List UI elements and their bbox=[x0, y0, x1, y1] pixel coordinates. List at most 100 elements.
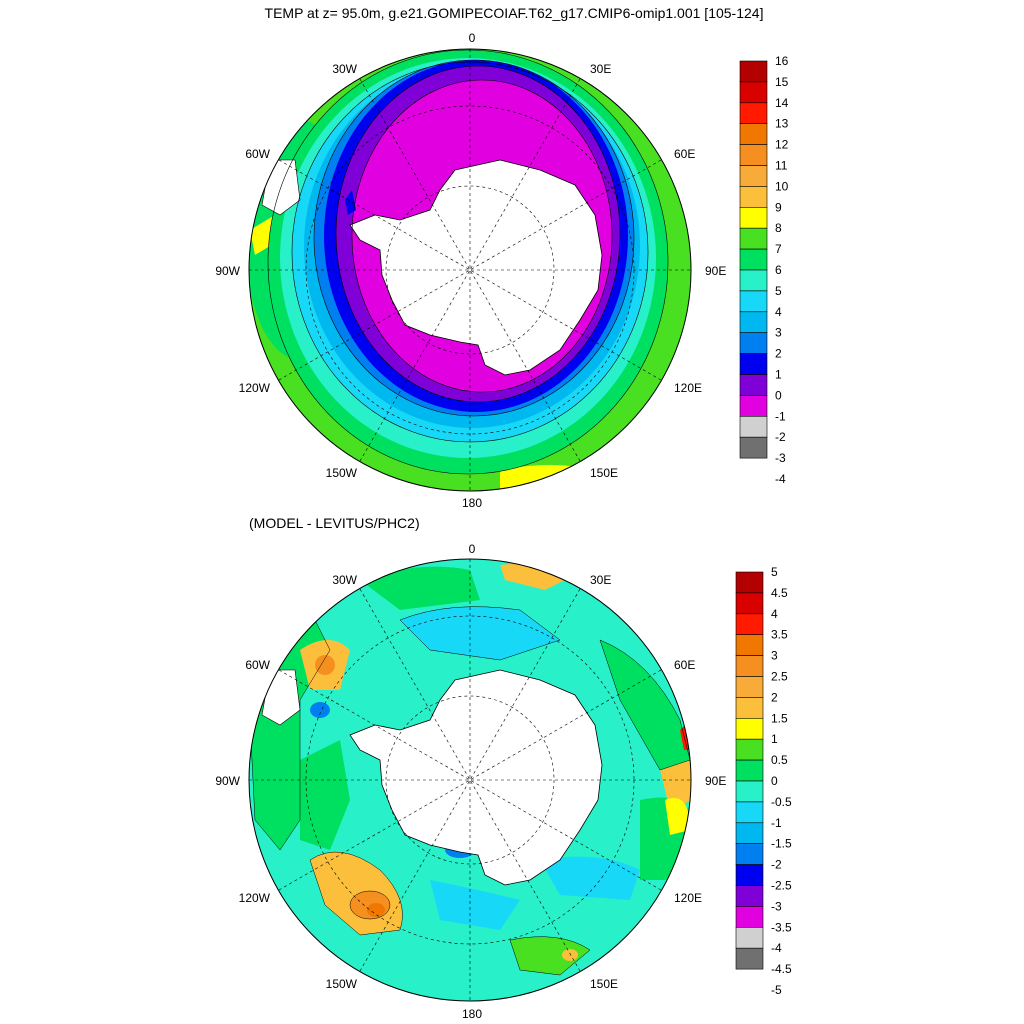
colorbar-difference-swatch bbox=[735, 822, 764, 844]
lon-label-90e-b: 90E bbox=[705, 774, 726, 788]
colorbar-difference-tick-label: 3.5 bbox=[771, 628, 788, 642]
main-title: TEMP at z= 95.0m, g.e21.GOMIPECOIAF.T62_… bbox=[265, 5, 764, 21]
colorbar-difference-swatch bbox=[735, 906, 764, 928]
colorbar-temperature-swatch bbox=[739, 269, 768, 292]
colorbar-difference-tick-label: -2 bbox=[771, 858, 782, 872]
colorbar-difference-swatch bbox=[735, 926, 764, 949]
colorbar-difference-tick-label: 2.5 bbox=[771, 670, 788, 684]
colorbar-temperature-swatch bbox=[739, 102, 768, 125]
antarctica-land-top bbox=[349, 159, 603, 376]
lon-label-60e: 60E bbox=[674, 147, 695, 161]
lon-label-120e-b: 120E bbox=[674, 891, 702, 905]
colorbar-difference-tick-label: 1.5 bbox=[771, 711, 788, 725]
colorbar-temperature-swatch bbox=[739, 60, 768, 83]
lon-label-120w-b: 120W bbox=[239, 891, 271, 905]
colorbar-difference-tick-label: 0 bbox=[771, 774, 778, 788]
colorbar-temperature-tick-label: -2 bbox=[775, 430, 786, 444]
lon-label-150e: 150E bbox=[590, 466, 618, 480]
colorbar-difference-swatch bbox=[735, 613, 764, 635]
colorbar-difference-swatch bbox=[735, 634, 764, 656]
colorbar-difference-swatch bbox=[735, 697, 764, 719]
colorbar-temperature-tick-label: 16 bbox=[775, 54, 789, 68]
colorbar-temperature-tick-label: 12 bbox=[775, 138, 789, 152]
colorbar-temperature-swatch bbox=[739, 144, 768, 166]
lon-label-150w-b: 150W bbox=[326, 977, 358, 991]
colorbar-difference-tick-label: 4.5 bbox=[771, 586, 788, 600]
lon-label-60w: 60W bbox=[245, 147, 270, 161]
lon-label-60w-b: 60W bbox=[245, 658, 270, 672]
lon-label-120e: 120E bbox=[674, 381, 702, 395]
colorbar-temperature-swatch bbox=[739, 290, 768, 313]
graticule-top bbox=[249, 49, 691, 491]
colorbar-temperature-swatch bbox=[739, 311, 768, 333]
colorbar-difference-tick-label: -0.5 bbox=[771, 795, 792, 809]
lon-label-30w: 30W bbox=[332, 62, 357, 76]
colorbar-temperature-swatch bbox=[739, 353, 768, 375]
lon-labels-top: 0 180 90W 90E 30W 30E 60W 60E 120W 120E … bbox=[215, 31, 726, 510]
colorbar-temperature-swatch bbox=[739, 186, 768, 208]
difference-map bbox=[249, 559, 691, 1001]
difference-title: (MODEL - LEVITUS/PHC2) bbox=[249, 515, 420, 531]
colorbar-difference-swatch bbox=[735, 571, 764, 594]
colorbar-difference-swatch bbox=[735, 864, 764, 886]
colorbar-difference-tick-label: -3.5 bbox=[771, 920, 792, 934]
lon-label-30e-b: 30E bbox=[590, 573, 611, 587]
colorbar-difference-tick-label: 4 bbox=[771, 607, 778, 621]
colorbar-temperature-tick-label: 13 bbox=[775, 117, 789, 131]
lon-label-90w: 90W bbox=[215, 264, 240, 278]
lon-label-30e: 30E bbox=[590, 62, 611, 76]
colorbar-temperature-tick-label: 0 bbox=[775, 388, 782, 402]
colorbar-temperature-swatch bbox=[739, 123, 768, 145]
lon-label-150w: 150W bbox=[326, 466, 358, 480]
colorbar-difference-tick-label: -3 bbox=[771, 899, 782, 913]
colorbar-difference-tick-label: -2.5 bbox=[771, 879, 792, 893]
colorbar-difference-swatch bbox=[735, 759, 764, 782]
colorbar-temperature-swatch bbox=[739, 227, 768, 250]
colorbar-difference-tick-label: 0.5 bbox=[771, 753, 788, 767]
lon-label-180: 180 bbox=[462, 496, 482, 510]
colorbar-temperature-tick-label: 11 bbox=[775, 159, 788, 173]
colorbar-difference: 5 4.5 4 3.5 3 2.5 2 1.5 1 0.5 0 -0.5 -1 -1.5 -2 -2.5 -3 -… bbox=[735, 565, 792, 997]
colorbar-temperature-swatch bbox=[739, 415, 768, 438]
colorbar-difference-swatch bbox=[735, 676, 764, 698]
lon-label-60e-b: 60E bbox=[674, 658, 695, 672]
colorbar-difference-swatch bbox=[735, 843, 764, 865]
lon-label-90w-b: 90W bbox=[215, 774, 240, 788]
lon-label-150e-b: 150E bbox=[590, 977, 618, 991]
colorbar-temperature-swatch bbox=[739, 165, 768, 187]
colorbar-difference-swatch bbox=[735, 947, 764, 970]
colorbar-difference-swatch bbox=[735, 738, 764, 761]
colorbar-temperature-swatch bbox=[739, 436, 768, 459]
colorbar-temperature-tick-label: -3 bbox=[775, 451, 786, 465]
graticule-bottom bbox=[249, 559, 691, 1001]
colorbar-difference-tick-label: -4 bbox=[771, 941, 782, 955]
colorbar-temperature-swatch bbox=[739, 374, 768, 396]
lon-label-0-b: 0 bbox=[469, 542, 476, 556]
colorbar-temperature-tick-label: 10 bbox=[775, 179, 789, 193]
colorbar-temperature-tick-label: 4 bbox=[775, 305, 782, 319]
lon-label-120w: 120W bbox=[239, 381, 271, 395]
lon-label-90e: 90E bbox=[705, 264, 726, 278]
colorbar-temperature-swatch bbox=[739, 395, 768, 417]
colorbar-temperature-swatch bbox=[739, 207, 768, 229]
colorbar-temperature-swatch bbox=[739, 81, 768, 104]
temperature-map bbox=[249, 49, 691, 491]
colorbar-temperature-tick-label: 6 bbox=[775, 263, 782, 277]
colorbar-difference-tick-label: 1 bbox=[771, 732, 778, 746]
antarctica-land-bottom bbox=[349, 669, 603, 886]
colorbar-temperature-tick-label: 8 bbox=[775, 221, 782, 235]
colorbar-difference-swatch bbox=[735, 801, 764, 824]
colorbar-temperature-swatch bbox=[739, 248, 768, 271]
colorbar-temperature-tick-label: -1 bbox=[775, 409, 786, 423]
colorbar-difference-tick-label: -1.5 bbox=[771, 837, 792, 851]
colorbar-temperature-tick-label: 15 bbox=[775, 75, 789, 89]
colorbar-temperature-tick-label: 9 bbox=[775, 200, 782, 214]
colorbar-difference-tick-label: -5 bbox=[771, 983, 782, 997]
colorbar-temperature-tick-label: 14 bbox=[775, 96, 789, 110]
colorbar-temperature-tick-label: -4 bbox=[775, 472, 786, 486]
colorbar-difference-swatch bbox=[735, 655, 764, 677]
lon-label-30w-b: 30W bbox=[332, 573, 357, 587]
colorbar-difference-swatch bbox=[735, 885, 764, 907]
